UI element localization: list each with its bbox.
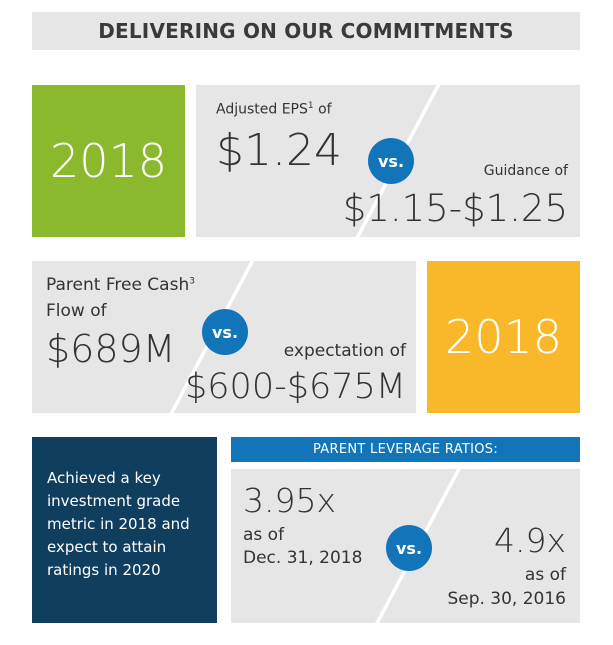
eps-guidance-label: Guidance of xyxy=(483,163,568,179)
leverage-right-date: Sep. 30, 2016 xyxy=(447,589,566,609)
leverage-header: PARENT LEVERAGE RATIOS: xyxy=(231,437,580,462)
leverage-right-value: 4.9x xyxy=(493,521,566,560)
cash-value: $689M xyxy=(46,327,176,371)
cash-label-sup: 3 xyxy=(189,276,195,287)
leverage-vs-badge: vs. xyxy=(386,525,432,571)
cash-vs-badge: vs. xyxy=(202,309,248,355)
eps-panel: Adjusted EPS1 of $1.24 vs. Guidance of $… xyxy=(196,85,580,237)
eps-value: $1.24 xyxy=(216,125,342,176)
cash-year: 2018 xyxy=(444,310,563,364)
leverage-panel: 3.95x as of Dec. 31, 2018 vs. 4.9x as of… xyxy=(231,469,580,623)
eps-label-sup: 1 xyxy=(307,101,314,111)
cash-year-box: 2018 xyxy=(427,261,580,413)
leverage-right-asof: as of xyxy=(524,565,566,585)
cash-expectation-value: $600-$675M xyxy=(185,367,406,407)
leverage-left-asof: as of xyxy=(243,525,285,545)
eps-vs-badge: vs. xyxy=(368,138,414,184)
cash-panel: Parent Free Cash3 Flow of $689M vs. expe… xyxy=(32,261,416,413)
eps-label: Adjusted EPS1 of xyxy=(216,101,332,118)
leverage-left-date: Dec. 31, 2018 xyxy=(243,548,363,568)
eps-year-box: 2018 xyxy=(32,85,185,237)
cash-label-line1: Parent Free Cash3 xyxy=(46,275,195,295)
investment-text: Achieved a key investment grade metric i… xyxy=(47,469,190,579)
investment-box: Achieved a key investment grade metric i… xyxy=(32,437,217,623)
cash-vs-label: vs. xyxy=(211,322,239,342)
leverage-left-value: 3.95x xyxy=(243,481,337,520)
page-title: DELIVERING ON OUR COMMITMENTS xyxy=(32,12,580,50)
leverage-vs-label: vs. xyxy=(395,538,423,558)
eps-vs-label: vs. xyxy=(377,151,405,171)
cash-label-line2: Flow of xyxy=(46,301,107,321)
eps-year: 2018 xyxy=(49,134,168,188)
cash-expectation-label: expectation of xyxy=(283,341,406,361)
eps-guidance-value: $1.15-$1.25 xyxy=(342,187,568,230)
